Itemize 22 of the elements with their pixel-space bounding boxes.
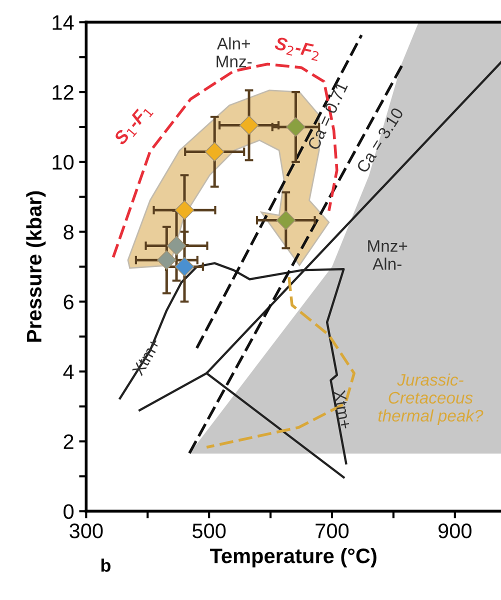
x-tick-label: 900 — [438, 524, 472, 538]
y-tick-label: 2 — [64, 434, 74, 449]
text: b — [101, 558, 110, 572]
annotation: S$_{1}$-F$_{1}$ — [112, 103, 154, 148]
annotation: S$_{2}$-F$_{2}$ — [274, 36, 320, 61]
annotation: Ca = 0.71 — [307, 81, 348, 151]
y-tick-label: 12 — [52, 85, 74, 100]
y-tick-label: 0 — [64, 504, 74, 519]
x-tick-label: 500 — [192, 524, 226, 538]
x-tick-label: 700 — [316, 524, 349, 538]
y-tick-label: 8 — [64, 224, 74, 240]
y-tick-label: 10 — [52, 154, 74, 170]
y-axis-title: Pressure (kbar) — [26, 191, 46, 342]
y-tick-label: 4 — [63, 364, 74, 380]
annotation: Mnz+ Aln- — [368, 240, 408, 270]
y-tick-label: 14 — [52, 15, 74, 30]
annotation: Jurassic- Cretaceous thermal peak? — [378, 374, 484, 425]
y-tick-label: 6 — [64, 294, 74, 310]
x-tick-label: 300 — [70, 524, 103, 538]
annotation: Aln+ Mnz- — [216, 37, 252, 68]
annotation: Xtm+ — [333, 390, 352, 430]
x-axis-title: Temperature (°C) — [210, 548, 376, 568]
